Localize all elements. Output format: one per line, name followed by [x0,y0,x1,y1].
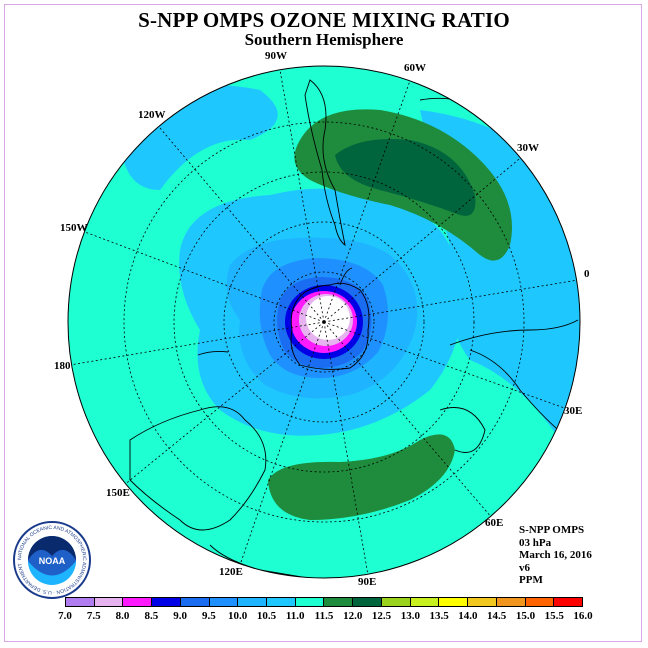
lon-label-60w: 60W [404,62,426,74]
lon-label-150w: 150W [60,222,88,234]
lon-label-60e: 60E [485,517,504,529]
colorbar-tick-label: 12.5 [371,610,392,622]
colorbar-tick-label: 8.0 [115,610,130,622]
colorbar-segment [439,598,469,606]
colorbar-tick-label: 15.0 [515,610,536,622]
date-label: March 16, 2016 [519,549,592,561]
colorbar-segment [66,598,95,606]
instrument-label: S-NPP OMPS [519,524,585,536]
lon-label-0: 0 [584,268,590,280]
contour-12-0-north [335,139,476,216]
lon-label-120e: 120E [219,566,243,578]
colorbar-tick-label: 11.5 [314,610,334,622]
colorbar-segment [468,598,497,606]
colorbar-tick-label: 14.0 [458,610,478,622]
colorbar-segment [94,598,124,606]
lon-label-150e: 150E [106,487,130,499]
colorbar-ticks: 7.0 7.5 8.0 8.5 9.0 9.5 10.0 10.5 11.0 11.5 12.0 12… [58,610,593,624]
colorbar-segment [238,598,268,606]
colorbar-tick-label: 10.0 [228,610,248,622]
colorbar-tick-label: 9.0 [173,610,187,622]
pressure-level-label: 03 hPa [519,536,552,549]
colorbar-tick-label: 7.5 [86,610,101,622]
colorbar-tick-label: 10.5 [256,610,277,622]
colorbar-tick-label: 13.5 [429,610,449,622]
colorbar-segment [525,598,555,606]
colorbar-segment [324,598,354,606]
version-label: v6 [519,561,530,574]
figure-frame [4,4,642,642]
page-subtitle: Southern Hemisphere [244,30,404,49]
map-border [67,65,581,579]
noaa-logo: NATIONAL OCEANIC AND ATMOSPHERIC ADMINIS… [12,520,91,599]
lon-label-120w: 120W [138,109,166,121]
colorbar-segment [267,598,296,606]
colorbar-segment [152,598,181,606]
colorbar-tick-label: 9.5 [202,610,216,622]
colorbar-tick-label: 11.0 [285,610,305,622]
colorbar-segment [554,598,582,606]
page-title: S-NPP OMPS OZONE MIXING RATIO [138,8,510,32]
lon-label-180: 180 [54,360,71,372]
colorbar [65,597,583,607]
colorbar-tick-label: 16.0 [573,610,593,622]
colorbar-segment [209,598,239,606]
noaa-logo-text: NOAA [39,556,66,566]
colorbar-segment [496,598,526,606]
colorbar-segment [381,598,411,606]
lon-label-30e: 30E [564,405,583,417]
colorbar-segment [410,598,440,606]
colorbar-segment [295,598,325,606]
colorbar-tick-label: 13.0 [400,610,420,622]
lon-label-90w: 90W [265,50,287,62]
metadata-block: S-NPP OMPS 03 hPa March 16, 2016 v6 PPM [519,524,592,587]
lon-label-30w: 30W [517,142,539,154]
colorbar-tick-label: 7.0 [58,610,72,622]
colorbar-tick-label: 12.0 [343,610,363,622]
contour-11-5-south [268,434,455,520]
colorbar-tick-label: 15.5 [544,610,564,622]
colorbar-tick-label: 14.5 [487,610,507,622]
lon-label-90e: 90E [358,576,377,588]
contour-core [306,296,350,340]
colorbar-tick-label: 8.5 [144,610,159,622]
colorbar-segment [353,598,382,606]
colorbar-segment [123,598,153,606]
units-label: PPM [519,574,543,586]
colorbar-segment [180,598,210,606]
